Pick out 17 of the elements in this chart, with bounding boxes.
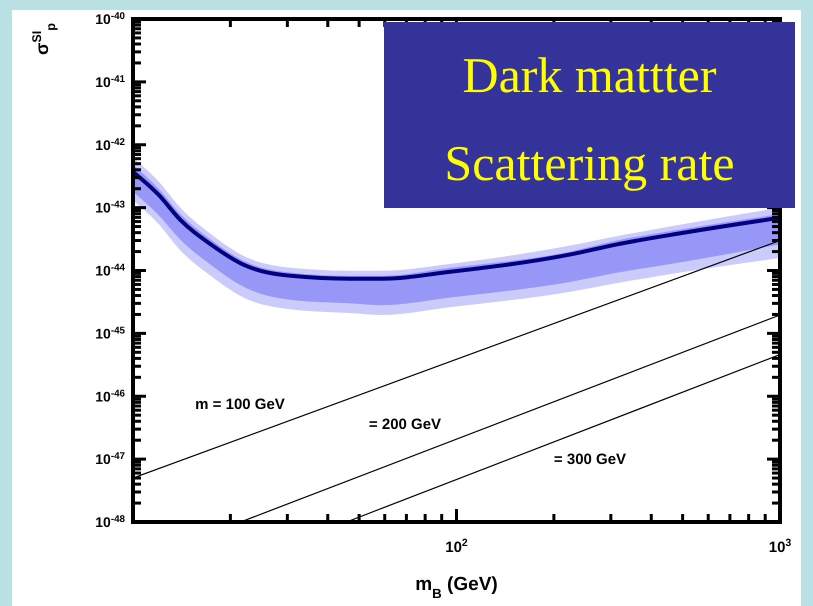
x-tick-label: 10$^{2}$ — [445, 537, 468, 556]
y-tick-label: 10$^{-45}$ — [95, 324, 126, 342]
text: Scattering rate — [444, 135, 735, 191]
series-label: m = 100 GeV — [195, 396, 285, 413]
y-tick-label: 10$^{-44}$ — [95, 262, 126, 278]
y-tick-label: 10$^{-48}$ — [95, 514, 126, 530]
y-tick-label: 10$^{-42}$ — [95, 136, 126, 153]
y-tick-label: 10$^{-47}$ — [95, 450, 126, 468]
x-axis-title: m$_{B}$ (GeV) — [415, 574, 498, 600]
series-label: = 200 GeV — [368, 416, 442, 433]
y-tick-label: 10$^{-40}$ — [95, 10, 126, 27]
y-tick-label: 10$^{-41}$ — [95, 73, 126, 90]
text: Dark mattter — [462, 47, 717, 103]
series-label: = 300 GeV — [554, 450, 626, 468]
y-tick-label: 10$^{-46}$ — [95, 388, 126, 404]
y-tick-label: 10$^{-43}$ — [95, 199, 126, 216]
x-tick-label: 10$^{3}$ — [768, 537, 792, 556]
